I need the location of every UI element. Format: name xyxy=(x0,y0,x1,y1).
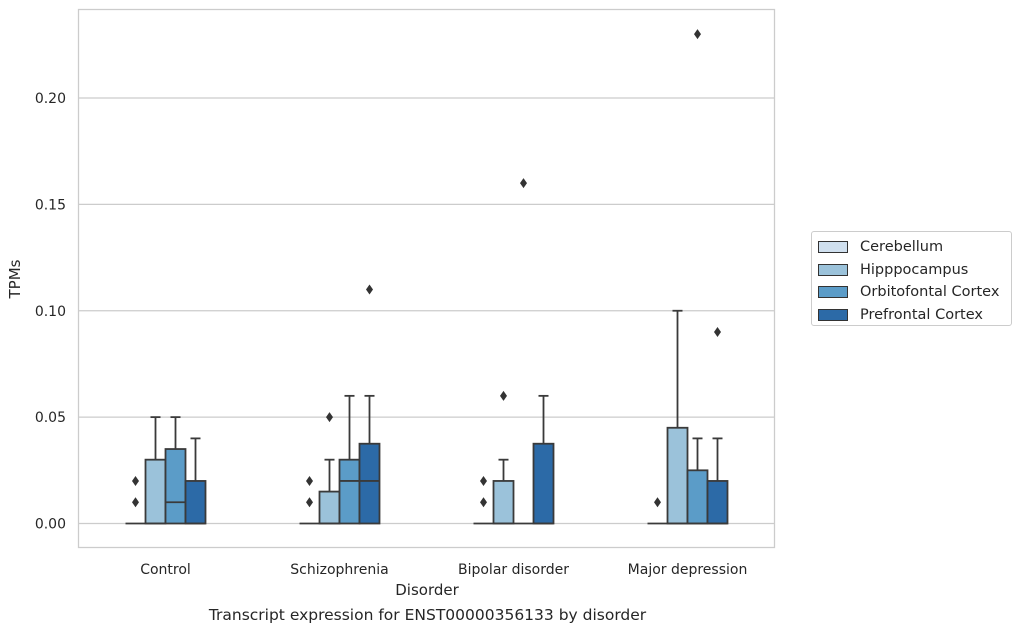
box-body xyxy=(318,490,341,525)
legend-label-cerebellum: Cerebellum xyxy=(860,239,944,256)
chart-caption: Transcript expression for ENST0000035613… xyxy=(208,606,647,624)
legend-item-orbitofrontal: Orbitofontal Cortex xyxy=(818,281,1011,304)
legend-label-hippocampus: Hipppocampus xyxy=(860,261,969,278)
box-1-0 xyxy=(299,475,320,525)
box-0-0 xyxy=(125,475,146,525)
legend-swatch-prefrontal xyxy=(818,308,848,321)
y-tick-label-2: 0.10 xyxy=(35,304,66,320)
x-axis-label: Disorder xyxy=(395,581,459,599)
box-3-0 xyxy=(647,497,668,525)
x-tick-label-0: Control xyxy=(140,562,191,578)
outlier-point-0 xyxy=(306,497,313,508)
box-body xyxy=(144,458,167,525)
outlier-point-0 xyxy=(654,497,661,508)
box-2-1 xyxy=(492,390,515,525)
x-tick-label-2: Bipolar disorder xyxy=(458,562,569,578)
box-1-3 xyxy=(358,284,381,525)
legend-swatch-cerebellum xyxy=(818,241,848,254)
box-body xyxy=(706,480,729,525)
box-3-2 xyxy=(686,29,709,525)
box-body xyxy=(686,469,709,525)
y-tick-label-1: 0.05 xyxy=(35,410,66,426)
box-0-1 xyxy=(144,416,167,525)
x-tick-label-3: Major depression xyxy=(628,562,748,578)
outlier-point-0 xyxy=(500,390,507,401)
box-body xyxy=(358,442,381,525)
outlier-point-0 xyxy=(326,412,333,423)
box-0-2 xyxy=(164,416,187,525)
outlier-point-1 xyxy=(306,475,313,486)
outlier-point-0 xyxy=(714,327,721,338)
box-body xyxy=(492,480,515,525)
outlier-point-0 xyxy=(694,29,701,40)
legend-label-prefrontal: Prefrontal Cortex xyxy=(860,306,983,323)
box-2-0 xyxy=(473,475,494,525)
y-tick-label-3: 0.15 xyxy=(35,197,66,213)
y-tick-label-0: 0.00 xyxy=(35,517,66,533)
outlier-point-0 xyxy=(366,284,373,295)
box-series xyxy=(125,29,729,525)
box-0-3 xyxy=(184,437,207,525)
y-tick-label-4: 0.20 xyxy=(35,91,66,107)
y-tick-labels: 0.00 0.05 0.10 0.15 0.20 xyxy=(35,91,66,533)
legend-swatch-hippocampus xyxy=(818,263,848,276)
outlier-point-0 xyxy=(132,497,139,508)
box-2-2 xyxy=(513,178,534,525)
legend-item-cerebellum: Cerebellum xyxy=(818,236,1011,259)
box-1-1 xyxy=(318,412,341,525)
outlier-point-1 xyxy=(480,475,487,486)
box-3-1 xyxy=(666,309,689,525)
legend: Cerebellum Hipppocampus Orbitofontal Cor… xyxy=(811,231,1012,326)
box-body xyxy=(164,448,187,525)
box-body xyxy=(666,426,689,525)
outlier-point-0 xyxy=(480,497,487,508)
x-tick-labels: Control Schizophrenia Bipolar disorder Majo… xyxy=(140,562,747,578)
legend-label-orbitofrontal: Orbitofontal Cortex xyxy=(860,284,1000,301)
plot-frame xyxy=(77,8,776,549)
y-axis-label: TPMs xyxy=(6,259,24,299)
box-2-3 xyxy=(532,394,555,525)
box-body xyxy=(532,442,555,525)
box-1-2 xyxy=(338,394,361,525)
box-body xyxy=(338,458,361,525)
x-tick-label-1: Schizophrenia xyxy=(290,562,388,578)
outlier-point-0 xyxy=(520,178,527,189)
legend-swatch-orbitofrontal xyxy=(818,286,848,299)
legend-item-hippocampus: Hipppocampus xyxy=(818,259,1011,282)
box-3-3 xyxy=(706,327,729,525)
legend-item-prefrontal: Prefrontal Cortex xyxy=(818,304,1011,327)
box-body xyxy=(184,480,207,525)
outlier-point-1 xyxy=(132,475,139,486)
